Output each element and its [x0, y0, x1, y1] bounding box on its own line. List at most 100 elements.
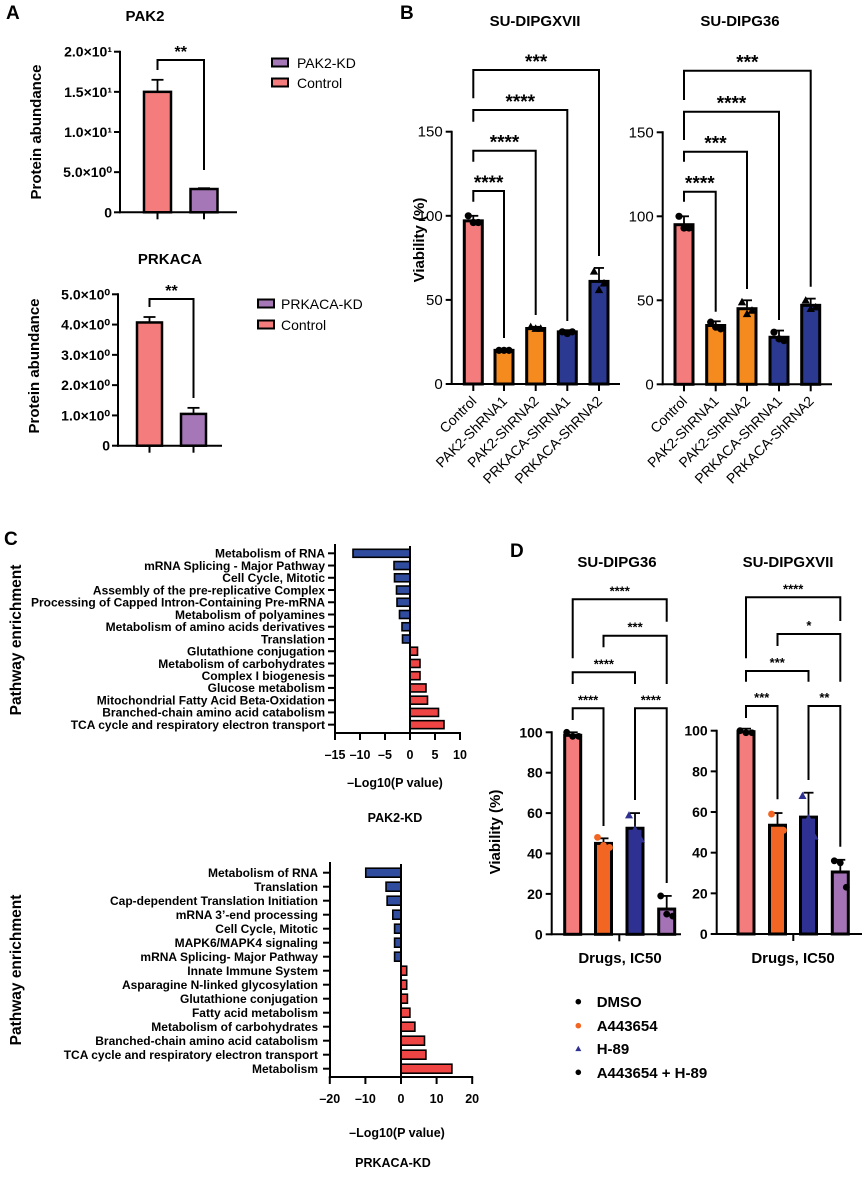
x-tick-label: –15 — [325, 748, 346, 762]
bar-control — [673, 223, 695, 386]
bar-a443654 — [594, 841, 613, 936]
significance-label: **** — [490, 133, 520, 154]
data-point — [568, 328, 576, 336]
y-tick-label: 0 — [645, 376, 653, 393]
legend-item-a443654: A443654 — [575, 1018, 659, 1035]
significance-label: ** — [175, 44, 188, 61]
bar-pak2-shrna2 — [525, 326, 547, 386]
bar-prkaca-shrna1 — [556, 330, 578, 386]
data-point — [589, 267, 599, 275]
bar-processing-of-capped-intron-containing-pre-mrna — [396, 597, 411, 608]
y-tick-label: 150 — [418, 124, 443, 141]
chart-title: PRKACA — [138, 251, 202, 268]
y-tick-label: 1.5×10¹ — [64, 84, 112, 100]
category-label: Fatty acid metabolism — [192, 1006, 318, 1020]
significance-label: **** — [610, 583, 631, 598]
significance-bracket — [634, 707, 668, 883]
y-tick-label: 20 — [692, 885, 708, 901]
data-point — [625, 811, 633, 819]
data-point — [606, 844, 613, 851]
data-point — [526, 322, 535, 331]
bar-tca-cycle-and-respiratory-electron-transport — [409, 719, 445, 730]
legend-item: PRKACA-KD — [257, 296, 363, 312]
y-tick-label: 5.0×10⁰ — [61, 286, 110, 302]
data-point — [742, 309, 752, 318]
legend-label: Control — [281, 317, 326, 333]
panel-label-b: B — [400, 3, 414, 24]
data-point — [563, 728, 571, 736]
bar-control — [142, 90, 173, 214]
data-point — [842, 883, 850, 891]
bar-metabolism — [400, 1063, 453, 1074]
chart-title: SU-DIPG36 — [700, 13, 779, 30]
y-tick-label: 0 — [104, 204, 112, 220]
significance-bracket — [571, 707, 605, 826]
legend-swatch — [271, 57, 289, 68]
significance-label: **** — [578, 692, 599, 707]
bar-metabolism-of-rna — [364, 867, 402, 879]
significance-label: **** — [685, 174, 715, 195]
chart-title: SU-DIPGXVII — [743, 554, 834, 571]
data-point — [736, 727, 744, 735]
category-label: Metabolism of RNA — [215, 547, 325, 561]
y-tick-label: 1.0×10⁰ — [61, 407, 110, 423]
data-point — [469, 218, 477, 227]
x-tick-label: 20 — [465, 1092, 479, 1106]
y-tick-label: 2.0×10¹ — [64, 44, 112, 60]
y-tick-label: 5.0×10⁰ — [63, 164, 112, 180]
data-point — [663, 910, 671, 918]
bar-cap-dependent-translation-initiation — [386, 895, 402, 907]
category-label: Branched-chain amino acid catabolism — [95, 1034, 318, 1048]
category-label: Translation — [261, 632, 325, 646]
significance-bracket — [745, 596, 842, 659]
significance-label: *** — [754, 690, 770, 705]
chart-d-su-dipgxvii: SU-DIPGXVII*********** **020406080100Drug… — [684, 554, 862, 967]
significance-label: **** — [594, 656, 615, 671]
bar-prkaca-shrna2 — [588, 279, 610, 386]
bar-control — [462, 219, 484, 386]
x-axis-label: –Log10(P value) — [349, 1126, 445, 1140]
y-axis-label: Protein abundance — [28, 64, 45, 199]
bar-glucose-metabolism — [409, 683, 427, 693]
category-label: Glutathione conjugation — [180, 992, 318, 1006]
significance-bracket — [807, 705, 842, 847]
data-point — [669, 912, 677, 920]
x-tick-label: 0 — [398, 1092, 405, 1106]
y-tick-label: 50 — [426, 292, 443, 309]
bar-metabolism-of-carbohydrates — [400, 1021, 416, 1033]
chart-title: SU-DIPG36 — [577, 554, 656, 571]
chart-a-prkaca: PRKACA ** 0 1.0×10⁰ 2.0×10⁰ 3.0×10⁰ 4.0×10⁰ 5.0… — [26, 251, 363, 454]
significance-label: ** — [819, 690, 830, 705]
category-label: Metabolism of amino acids derivatives — [106, 620, 326, 634]
data-point — [717, 325, 725, 333]
significance-bracket — [472, 149, 537, 315]
x-tick-label: 10 — [430, 1092, 444, 1106]
significance-label: **** — [506, 92, 536, 113]
category-label: Cell Cycle, Mitotic — [215, 922, 318, 936]
chart-title: SU-DIPGXVII — [490, 13, 581, 30]
data-point — [747, 306, 757, 314]
data-point — [774, 826, 781, 834]
legend: PAK2-KD Control — [271, 55, 356, 91]
significance-bracket — [571, 598, 668, 659]
x-tick-label: 5 — [432, 748, 439, 762]
category-label: Metabolism of carbohydrates — [158, 657, 325, 671]
y-axis-label: Pathway enrichment — [8, 895, 25, 1046]
legend-item: Control — [257, 317, 326, 333]
panel-label-c: C — [4, 529, 18, 550]
x-axis-label: Drugs, IC50 — [578, 950, 661, 967]
bar-dmso — [736, 730, 756, 936]
legend: PRKACA-KD Control — [257, 296, 363, 333]
significance-label: **** — [717, 94, 747, 115]
bar-metabolism-of-amino-acids-derivatives — [401, 621, 411, 632]
category-label: MAPK6/MAPK4 signaling — [175, 936, 318, 950]
category-label: Cap-dependent Translation Initiation — [110, 894, 318, 908]
data-point — [505, 346, 513, 354]
data-point — [770, 328, 778, 336]
data-point — [599, 278, 609, 287]
data-point — [737, 297, 747, 306]
x-tick-label: –10 — [350, 748, 371, 762]
bar-a443654-h-89 — [830, 870, 850, 936]
legend-label: A443654 — [597, 1018, 659, 1035]
panel-label-d: D — [510, 541, 524, 562]
